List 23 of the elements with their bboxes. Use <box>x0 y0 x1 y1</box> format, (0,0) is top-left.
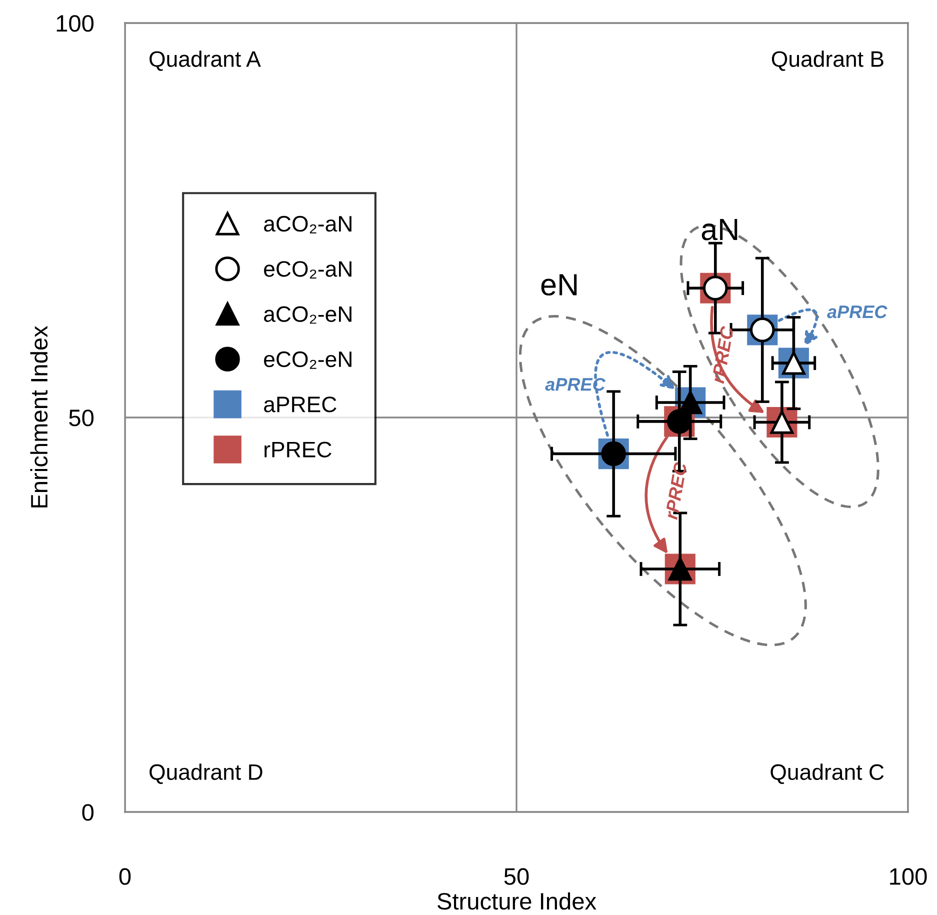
x-tick-label: 0 <box>119 868 131 885</box>
annotation: Quadrant C <box>770 764 884 784</box>
x-tick-label: 100 <box>890 868 927 885</box>
y-tick-label: 50 <box>69 410 94 426</box>
annotation: aPREC <box>827 305 888 318</box>
y-axis-title: Enrichment Index <box>30 326 48 508</box>
annotation: aN <box>702 218 738 240</box>
legend-label: eCO₂-aN <box>264 261 352 279</box>
legend-label: aPREC <box>264 396 336 412</box>
legend-label: rPREC <box>264 442 332 458</box>
x-axis-title: Structure Index <box>438 892 596 910</box>
annotation: Quadrant A <box>150 50 261 71</box>
annotation: Quadrant D <box>150 764 262 784</box>
annotation: Quadrant B <box>772 50 884 71</box>
annotation: rPREC <box>664 461 688 520</box>
legend-label: aCO₂-eN <box>264 306 352 324</box>
annotation: aPREC <box>545 378 606 391</box>
x-tick-label: 50 <box>504 868 529 885</box>
legend-label: eCO₂-eN <box>264 351 352 369</box>
legend-label: aCO₂-aN <box>264 216 352 234</box>
annotation: eN <box>541 274 577 296</box>
y-tick-label: 100 <box>56 15 94 32</box>
y-tick-label: 0 <box>82 804 94 821</box>
